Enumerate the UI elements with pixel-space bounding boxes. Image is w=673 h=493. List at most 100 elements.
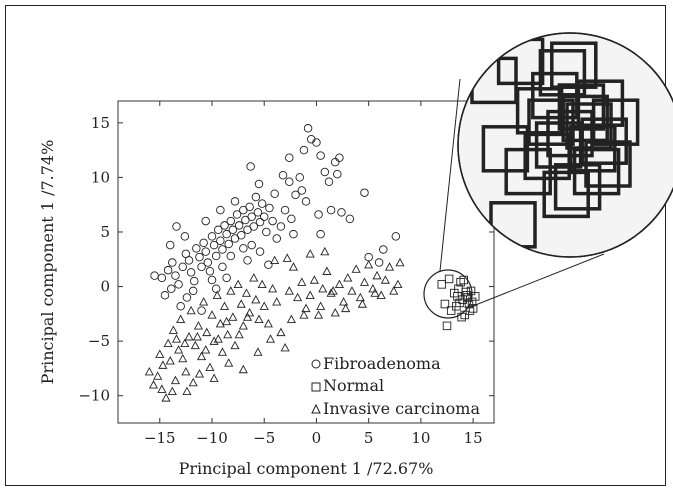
invasive-carcinoma-point: [223, 329, 233, 339]
invasive-carcinoma-point: [368, 283, 378, 293]
fibroadenoma-point: [239, 244, 248, 253]
fibroadenoma-point: [180, 232, 190, 241]
invasive-carcinoma-point: [176, 314, 186, 323]
fibroadenoma-point: [268, 216, 277, 226]
fibroadenoma-point: [197, 306, 206, 315]
invasive-carcinoma-point: [241, 288, 252, 297]
normal-point: [455, 298, 464, 308]
fibroadenoma-point: [214, 225, 223, 235]
invasive-carcinoma-point: [385, 262, 395, 271]
fibroadenoma-point: [205, 267, 215, 276]
invasive-carcinoma-point: [144, 366, 154, 376]
invasive-carcinoma-point: [249, 273, 259, 282]
invasive-carcinoma-point: [293, 292, 303, 302]
fibroadenoma-point: [243, 256, 252, 265]
legend-marker-normal: [311, 382, 321, 392]
invasive-carcinoma-point: [158, 360, 168, 369]
invasive-carcinoma-point: [357, 299, 367, 308]
fibroadenoma-point: [301, 197, 311, 206]
invasive-carcinoma-point: [209, 336, 219, 345]
normal-point: [468, 304, 478, 313]
invasive-carcinoma-point: [259, 301, 269, 310]
fibroadenoma-point: [276, 222, 286, 231]
invasive-carcinoma-point: [242, 312, 253, 321]
legend-marker-fibroadenoma: [311, 359, 321, 369]
invasive-carcinoma-point: [219, 301, 230, 310]
invasive-carcinoma-point: [326, 288, 336, 297]
fibroadenoma-point: [218, 262, 227, 272]
invasive-carcinoma-point: [253, 347, 263, 356]
invasive-carcinoma-point: [212, 290, 222, 299]
fibroadenoma-point: [211, 251, 221, 261]
fibroadenoma-point: [316, 229, 325, 239]
fibroadenoma-point: [199, 238, 208, 248]
invasive-carcinoma-point: [192, 332, 202, 341]
invasive-carcinoma-point: [217, 347, 227, 356]
invasive-carcinoma-point: [199, 297, 209, 306]
fibroadenoma-point: [297, 186, 307, 195]
fibroadenoma-point: [207, 232, 217, 241]
fibroadenoma-point: [345, 214, 355, 224]
fibroadenoma-point: [285, 177, 294, 187]
invasive-carcinoma-point: [202, 327, 212, 337]
fibroadenoma-point: [176, 301, 185, 311]
invasive-carcinoma-point: [301, 303, 311, 313]
fibroadenoma-point: [171, 271, 180, 280]
fibroadenoma-point: [324, 177, 334, 187]
fibroadenoma-point: [216, 205, 225, 215]
normal-point: [442, 321, 452, 331]
fibroadenoma-point: [222, 273, 231, 283]
invasive-carcinoma-point: [165, 356, 175, 365]
invasive-carcinoma-point: [272, 297, 282, 306]
invasive-carcinoma-point: [236, 299, 246, 308]
x-tick-label: 5: [364, 429, 374, 447]
fibroadenoma-point: [150, 271, 159, 280]
fibroadenoma-point: [189, 276, 199, 286]
magnified-inset-border: [457, 32, 673, 258]
data-points: [144, 124, 480, 402]
invasive-carcinoma-point: [330, 308, 340, 317]
fibroadenoma-point: [201, 216, 210, 226]
invasive-carcinoma-point: [372, 270, 382, 280]
fibroadenoma-point: [272, 234, 282, 243]
inset-normal-point: [572, 147, 621, 196]
invasive-carcinoma-point: [168, 325, 178, 334]
invasive-carcinoma-point: [316, 301, 326, 310]
fibroadenoma-point: [197, 262, 206, 272]
fibroadenoma-point: [203, 258, 213, 267]
fibroadenoma-point: [234, 221, 244, 230]
invasive-carcinoma-point: [276, 327, 286, 337]
invasive-carcinoma-point: [309, 275, 319, 284]
invasive-carcinoma-point: [318, 283, 328, 293]
y-tick-label: 5: [100, 223, 110, 241]
fibroadenoma-point: [178, 262, 188, 272]
legend-label-invasive-carcinoma: Invasive carcinoma: [323, 399, 480, 418]
invasive-carcinoma-point: [167, 386, 177, 396]
inset-points: [470, 37, 640, 249]
fibroadenoma-point: [216, 236, 225, 245]
invasive-carcinoma-point: [343, 273, 353, 282]
fibroadenoma-point: [255, 247, 265, 256]
fibroadenoma-point: [262, 227, 271, 237]
invasive-carcinoma-point: [370, 288, 380, 297]
invasive-carcinoma-point: [161, 393, 171, 402]
fibroadenoma-point: [259, 212, 269, 221]
normal-point: [446, 306, 456, 315]
invasive-carcinoma-point: [380, 275, 390, 284]
invasive-carcinoma-point: [339, 297, 349, 306]
fibroadenoma-point: [247, 212, 256, 221]
fibroadenoma-point: [337, 208, 346, 217]
fibroadenoma-point: [174, 280, 183, 289]
invasive-carcinoma-point: [297, 277, 307, 286]
fibroadenoma-point: [209, 240, 219, 250]
fibroadenoma-point: [195, 252, 204, 262]
invasive-carcinoma-point: [376, 290, 386, 299]
fibroadenoma-point: [264, 260, 273, 269]
magnifier-connector-bottom: [467, 253, 605, 309]
fibroadenoma-point: [228, 225, 238, 235]
invasive-carcinoma-point: [347, 286, 357, 295]
invasive-carcinoma-point: [180, 338, 190, 347]
invasive-carcinoma-point: [222, 316, 232, 326]
inset-normal-point: [591, 98, 640, 146]
